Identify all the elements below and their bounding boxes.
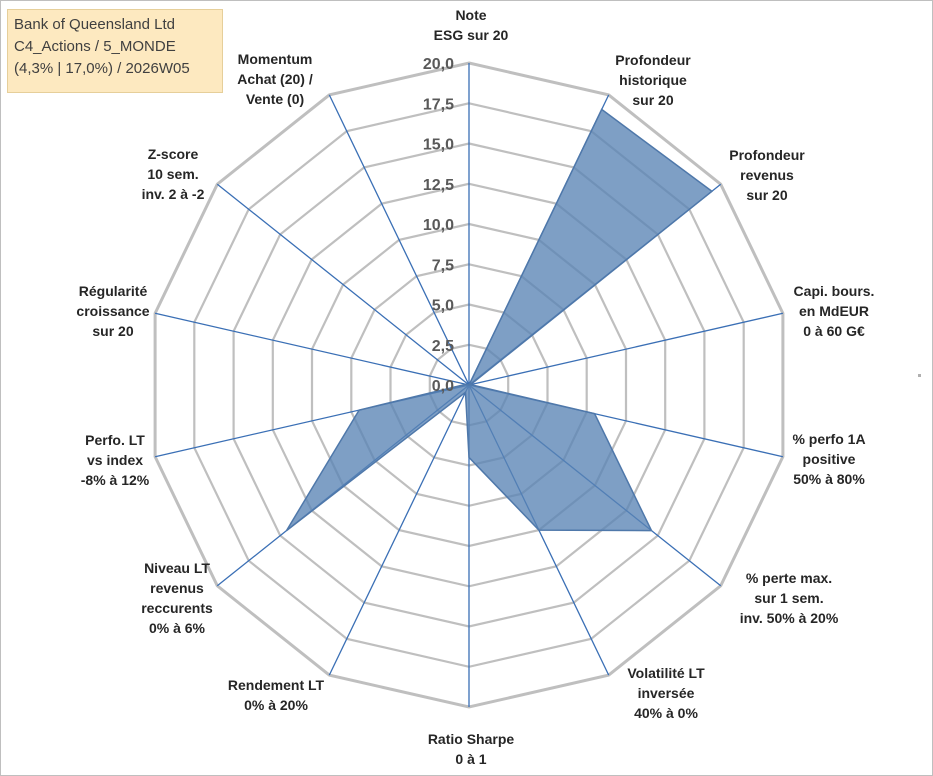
axis-label-8-line-0: Rendement LT — [228, 677, 325, 693]
axis-label-4: % perfo 1A positive 50% à 80% — [792, 431, 865, 487]
axis-label-11-line-0: Régularité — [79, 283, 148, 299]
axis-label-3-line-2: 0 à 60 G€ — [803, 323, 865, 339]
axis-label-8: Rendement LT 0% à 20% — [228, 677, 325, 713]
axis-label-10-line-1: vs index — [87, 452, 143, 468]
tick-label-7: 17,5 — [423, 96, 454, 113]
axis-label-6-line-2: 40% à 0% — [634, 705, 698, 721]
tick-label-6: 15,0 — [423, 137, 454, 154]
axis-label-0-line-1: ESG sur 20 — [434, 27, 509, 43]
tick-label-5: 12,5 — [423, 177, 454, 194]
series-area — [285, 108, 714, 532]
axis-label-13: Momentum Achat (20) / Vente (0) — [237, 51, 313, 107]
tick-label-1: 2,5 — [432, 338, 454, 355]
tick-label-0: 0,0 — [432, 378, 454, 395]
axis-label-6: Volatilité LT inversée 40% à 0% — [627, 665, 705, 721]
axis-label-10-line-0: Perfo. LT — [85, 432, 145, 448]
series-polygon-0 — [285, 108, 714, 532]
axis-label-2-line-1: revenus — [740, 167, 794, 183]
spoke-12 — [216, 183, 470, 386]
axis-label-5-line-0: % perte max. — [746, 570, 832, 586]
axis-label-3: Capi. bours. en MdEUR 0 à 60 G€ — [794, 283, 875, 339]
axis-label-13-line-1: Achat (20) / — [237, 71, 313, 87]
tick-labels: 0,0 2,5 5,0 7,5 10,0 12,5 15,0 17,5 20,0 — [423, 56, 454, 395]
spoke-8 — [328, 384, 470, 676]
tick-label-3: 7,5 — [432, 257, 454, 274]
axis-label-7: Ratio Sharpe 0 à 1 — [428, 731, 515, 767]
axis-label-7-line-1: 0 à 1 — [455, 751, 486, 767]
axis-label-1-line-1: historique — [619, 72, 687, 88]
axis-label-0-line-0: Note — [455, 7, 486, 23]
axis-label-1-line-0: Profondeur — [615, 52, 691, 68]
axis-label-5: % perte max. sur 1 sem. inv. 50% à 20% — [740, 570, 839, 626]
axis-label-13-line-0: Momentum — [238, 51, 313, 67]
axis-label-2: Profondeur revenus sur 20 — [729, 147, 805, 203]
tick-label-8: 20,0 — [423, 56, 454, 73]
spoke-13 — [328, 94, 470, 386]
axis-label-13-line-2: Vente (0) — [246, 91, 304, 107]
axis-label-12-line-0: Z-score — [148, 146, 199, 162]
axis-label-8-line-1: 0% à 20% — [244, 697, 308, 713]
axis-label-2-line-0: Profondeur — [729, 147, 805, 163]
axis-label-10: Perfo. LT vs index -8% à 12% — [81, 432, 150, 488]
axis-label-7-line-0: Ratio Sharpe — [428, 731, 515, 747]
axis-label-4-line-0: % perfo 1A — [792, 431, 865, 447]
axis-label-6-line-0: Volatilité LT — [627, 665, 705, 681]
axis-label-11-line-2: sur 20 — [92, 323, 133, 339]
axis-label-9-line-3: 0% à 6% — [149, 620, 206, 636]
axis-label-11-line-1: croissance — [76, 303, 149, 319]
side-marker — [918, 374, 921, 377]
axis-label-9: Niveau LT revenus reccurents 0% à 6% — [141, 560, 213, 636]
axis-labels: Note ESG sur 20 Profondeur historique sur 20… — [76, 7, 874, 767]
title-line-company: Bank of Queensland Ltd — [14, 16, 175, 33]
axis-label-4-line-2: 50% à 80% — [793, 471, 865, 487]
axis-label-9-line-0: Niveau LT — [144, 560, 210, 576]
axis-label-9-line-2: reccurents — [141, 600, 213, 616]
axis-label-9-line-1: revenus — [150, 580, 204, 596]
axis-label-3-line-1: en MdEUR — [799, 303, 869, 319]
title-line-stats: (4,3% | 17,0%) / 2026W05 — [14, 60, 190, 77]
axis-label-12-line-1: 10 sem. — [147, 166, 198, 182]
axis-label-12: Z-score 10 sem. inv. 2 à -2 — [142, 146, 205, 202]
axis-label-0: Note ESG sur 20 — [434, 7, 509, 43]
axis-label-4-line-1: positive — [803, 451, 856, 467]
title-box: Bank of Queensland Ltd C4_Actions / 5_MO… — [7, 9, 223, 93]
tick-label-4: 10,0 — [423, 217, 454, 234]
axis-label-1-line-2: sur 20 — [632, 92, 673, 108]
spoke-3 — [468, 312, 784, 386]
axis-label-10-line-2: -8% à 12% — [81, 472, 150, 488]
axis-label-6-line-1: inversée — [638, 685, 695, 701]
axis-label-5-line-1: sur 1 sem. — [754, 590, 823, 606]
tick-label-2: 5,0 — [432, 298, 454, 315]
axis-label-11: Régularité croissance sur 20 — [76, 283, 149, 339]
axis-label-1: Profondeur historique sur 20 — [615, 52, 691, 108]
axis-label-5-line-2: inv. 50% à 20% — [740, 610, 839, 626]
axis-label-3-line-0: Capi. bours. — [794, 283, 875, 299]
spoke-11 — [154, 312, 470, 386]
axis-label-2-line-2: sur 20 — [746, 187, 787, 203]
title-line-category: C4_Actions / 5_MONDE — [14, 38, 176, 55]
axis-label-12-line-2: inv. 2 à -2 — [142, 186, 205, 202]
